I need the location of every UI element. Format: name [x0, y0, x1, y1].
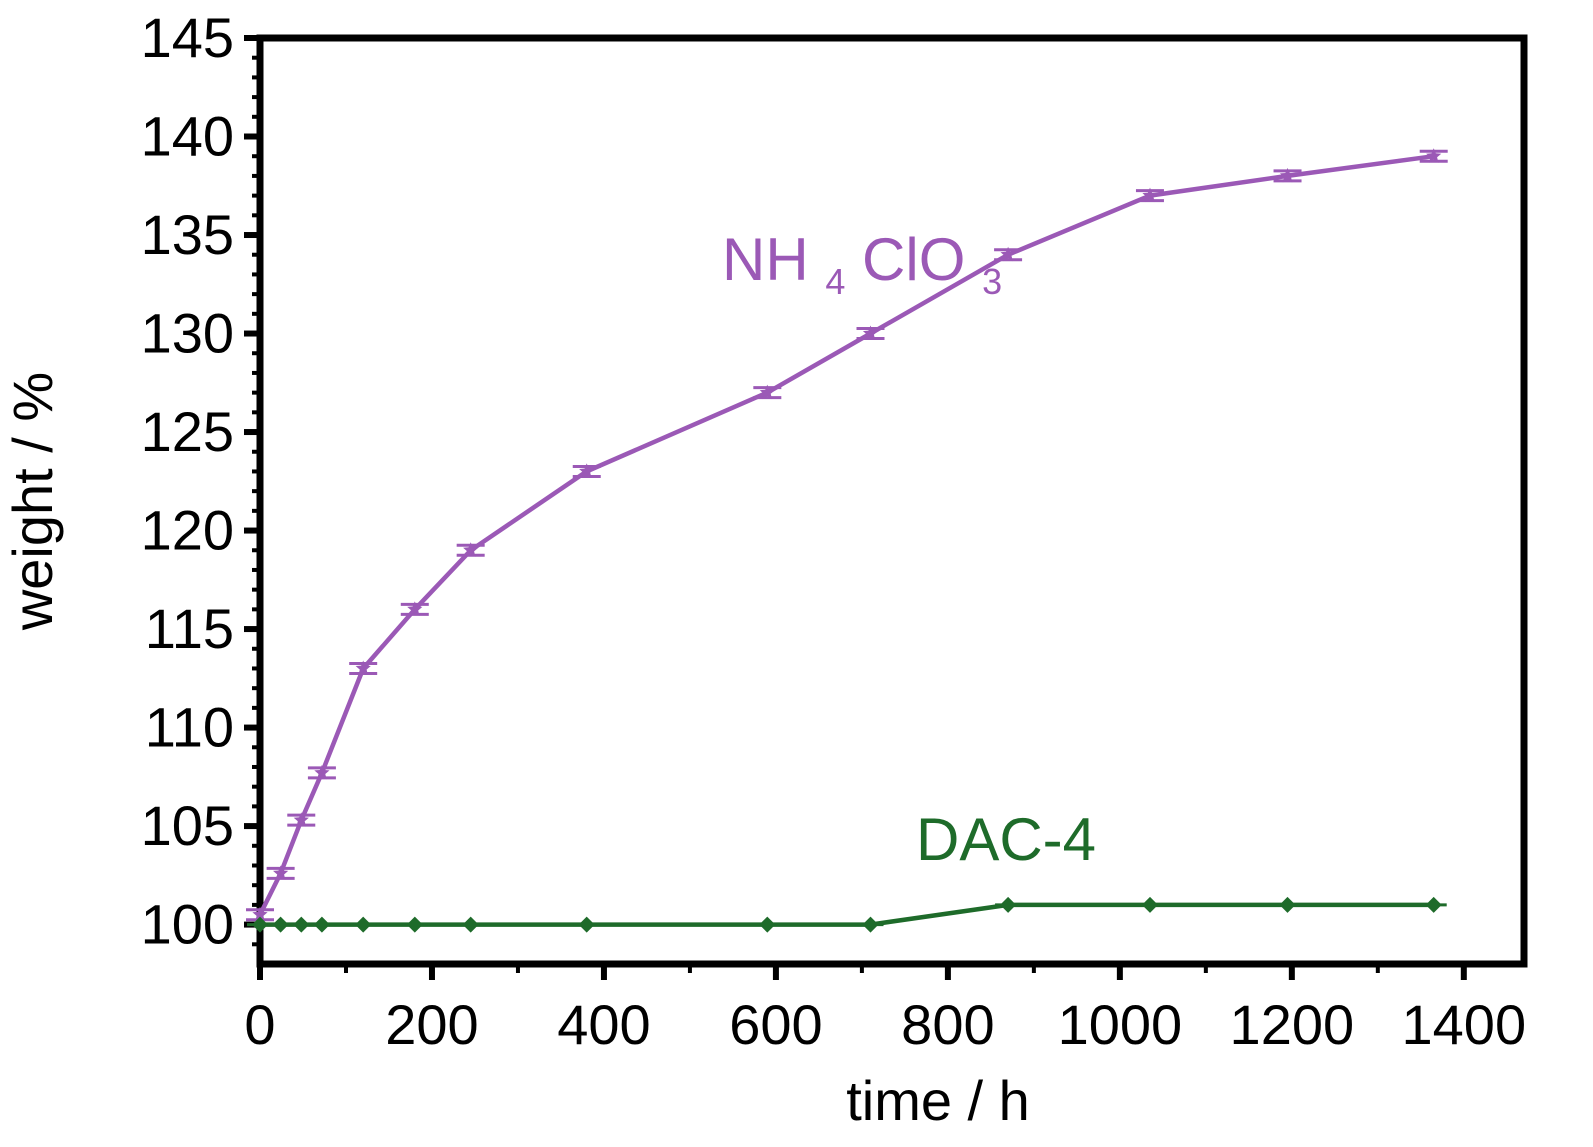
y-tick-label: 105: [141, 794, 234, 857]
data-point: [406, 916, 423, 933]
data-point: [759, 384, 775, 400]
x-tick-label: 1000: [1058, 993, 1183, 1056]
y-tick-label: 135: [141, 203, 234, 266]
x-tick-label: 800: [901, 993, 994, 1056]
label-sub-3: 3: [982, 261, 1002, 302]
data-point: [1426, 148, 1442, 163]
data-point: [1279, 167, 1296, 183]
data-point: [313, 916, 330, 933]
y-axis-title: weight / %: [1, 372, 64, 631]
data-point: [272, 916, 289, 933]
data-point: [407, 601, 423, 616]
data-point: [462, 916, 479, 933]
data-point: [1142, 187, 1158, 203]
data-point: [578, 916, 595, 933]
data-point: [355, 916, 372, 933]
data-point: [252, 916, 268, 933]
data-point: [293, 812, 309, 827]
y-tick-label: 125: [141, 400, 234, 463]
label-clo-text: ClO: [862, 226, 965, 293]
plot-frame: [256, 34, 1528, 968]
series-line-0: [257, 153, 1435, 916]
x-tick-label: 200: [385, 993, 478, 1056]
data-point: [1142, 896, 1158, 913]
data-point: [463, 542, 479, 557]
y-tick-label: 140: [141, 105, 234, 168]
x-axis-title: time / h: [846, 1069, 1030, 1132]
marks-layer: 100 105 110 115 120 125 130 135 140 145 0 200 400 600…: [141, 6, 1528, 1056]
series-label-nh4clo3: NH 4 ClO 3: [722, 226, 1002, 307]
x-tick-label: 600: [729, 993, 822, 1056]
label-nh-text: NH: [722, 226, 809, 293]
label-sub-4: 4: [825, 261, 845, 302]
data-point: [252, 906, 268, 922]
x-tick-label: 400: [557, 993, 650, 1056]
data-point: [1000, 896, 1017, 913]
x-tick-label: 1200: [1230, 993, 1355, 1056]
data-point: [1425, 896, 1442, 913]
data-point: [314, 764, 330, 780]
data-point: [1279, 896, 1296, 913]
data-point: [1000, 246, 1016, 262]
y-tick-label: 115: [145, 597, 234, 660]
data-point: [862, 325, 879, 340]
series-line-1: [260, 902, 1434, 927]
data-point: [355, 660, 371, 675]
y-tick-label: 120: [141, 499, 234, 562]
x-tick-label: 1400: [1402, 993, 1527, 1056]
x-tick-label: 0: [244, 993, 275, 1056]
data-point: [273, 865, 289, 880]
data-point: [293, 916, 310, 933]
series-label-dac4: DAC-4: [916, 806, 1096, 873]
y-tick-label: 130: [141, 302, 234, 365]
y-tick-label: 145: [141, 6, 234, 69]
data-point: [579, 463, 595, 478]
y-tick-label: 100: [141, 893, 234, 956]
data-point: [759, 916, 776, 933]
data-point: [862, 916, 879, 933]
y-tick-label: 110: [145, 696, 234, 759]
